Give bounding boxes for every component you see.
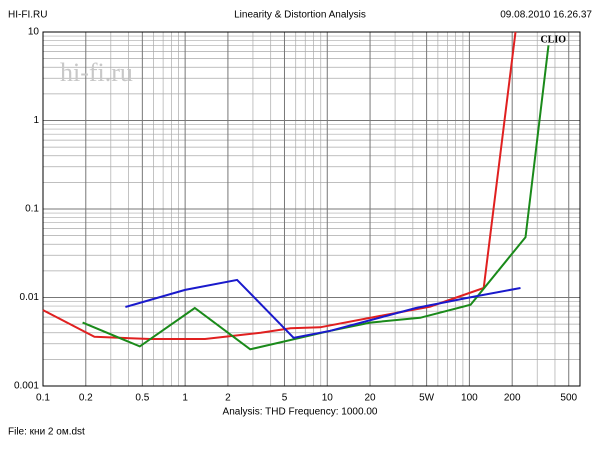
site-label: HI-FI.RU [8,10,47,21]
series-line [42,31,517,340]
watermark: hi-fi.ru [60,58,133,87]
brand-label: CLIO [540,34,566,45]
x-tick-label: 1 [182,393,188,404]
y-tick-label: 0.01 [20,292,40,303]
x-tick-label: 0.1 [36,393,50,404]
x-tick-label: 0.2 [79,393,93,404]
series-line [82,45,550,351]
chart-title: Linearity & Distortion Analysis [234,10,366,21]
x-tick-label: 2 [225,393,231,404]
x-tick-label: 20 [364,393,376,404]
x-tick-label: 10 [322,393,334,404]
y-tick-label: 10 [28,27,40,38]
y-tick-label: 0.1 [25,204,39,215]
x-tick-label: 500 [560,393,577,404]
y-tick-label: 1 [33,115,39,126]
file-label: File: кни 2 ом.dst [8,427,85,438]
y-tick-label: 0.001 [14,381,39,392]
series-line [125,278,521,339]
x-tick-label: 0.5 [135,393,149,404]
x-tick-label: 100 [461,393,478,404]
x-tick-label: 5W [419,393,435,404]
timestamp: 09.08.2010 16.26.37 [500,10,592,21]
analysis-label: Analysis: THD Frequency: 1000.00 [223,407,378,418]
x-tick-label: 200 [504,393,521,404]
x-tick-label: 5 [282,393,288,404]
plot-frame [42,31,581,387]
